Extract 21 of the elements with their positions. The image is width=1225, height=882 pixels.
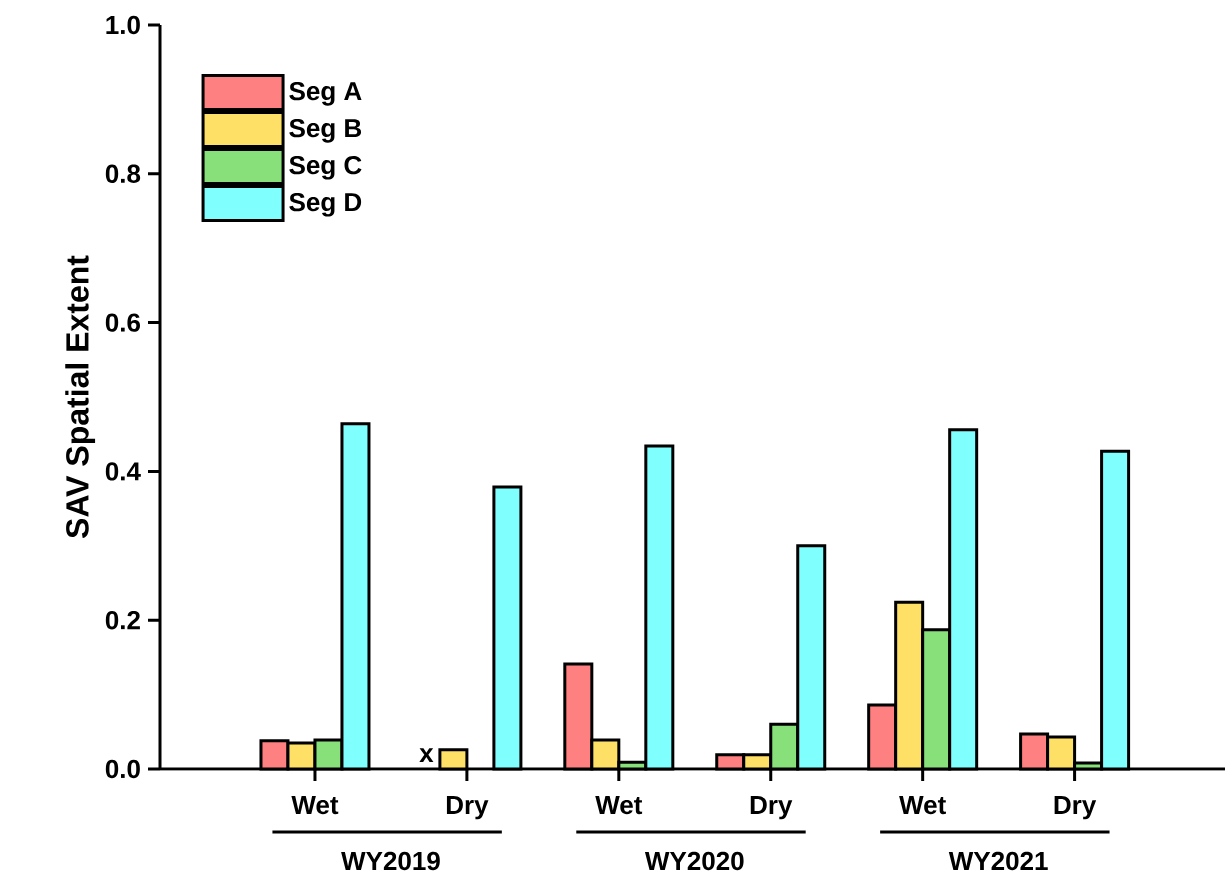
text: WY2020 <box>644 851 744 871</box>
x-tick-label: Dry <box>1054 796 1097 820</box>
y-tick-label: 0.4 <box>105 462 141 481</box>
x-tick-label: Wet <box>291 796 339 815</box>
text: WY2019 <box>341 851 440 871</box>
legend-label: Seg B <box>289 118 362 143</box>
y-axis-title: SAV Spatial Extent <box>65 255 96 539</box>
y-tick-label: 0.8 <box>105 164 141 183</box>
y-tick-label: 1.0 <box>106 15 140 35</box>
y-tick-label: 0.6 <box>105 313 140 332</box>
legend-label: Seg C <box>289 155 362 180</box>
text: WY2021 <box>948 851 1048 871</box>
x-tick-label: Dry <box>750 796 793 820</box>
y-tick-label: 0.0 <box>105 759 140 779</box>
legend-label: Seg D <box>289 192 362 217</box>
annotation: x <box>419 748 434 762</box>
legend-label: Seg A <box>289 81 362 106</box>
y-tick-label: 0.2 <box>105 610 140 630</box>
x-tick-label: Wet <box>595 796 643 815</box>
x-tick-label: Wet <box>899 796 946 815</box>
x-tick-label: Dry <box>446 796 489 820</box>
